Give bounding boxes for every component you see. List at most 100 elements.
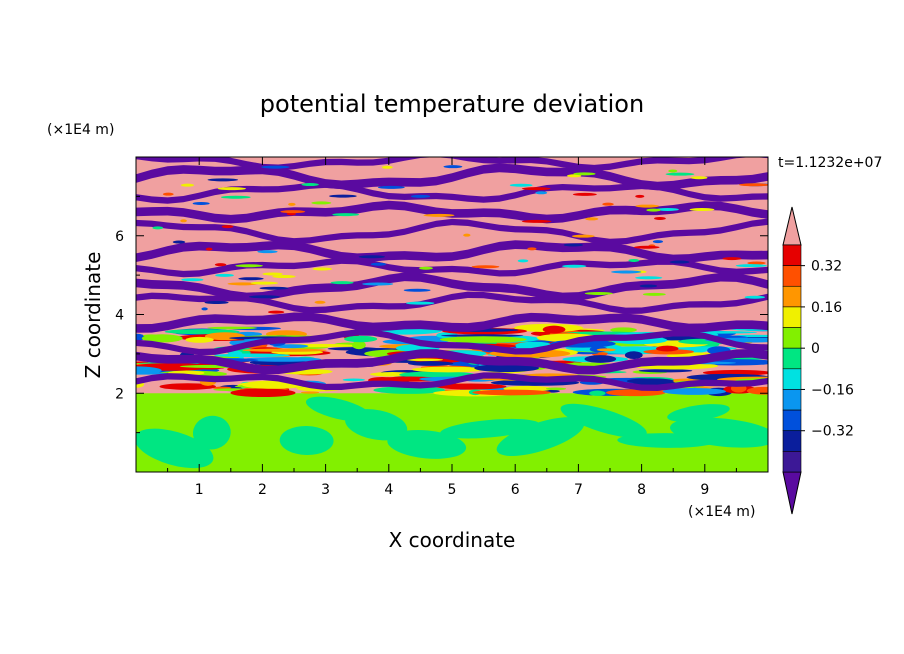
field-edge [259,286,289,290]
colorbar-tick-label: −0.16 [811,382,854,398]
field-blob [667,404,730,422]
field-edge [738,183,768,187]
field-edge [301,183,319,187]
x-unit-label: (×1E4 m) [688,504,755,520]
field-mix [474,364,539,373]
colorbar-extend-max [782,206,802,246]
field-edge [735,264,768,268]
colorbar-tick-label: 0.16 [811,300,842,316]
field-edge [642,292,666,296]
field-stripe [136,291,768,314]
field-edge [358,255,386,259]
field-mix [185,336,214,343]
field-mix [643,349,695,355]
field-edge [280,210,306,214]
field-edge [602,202,614,206]
field-stripe [136,348,768,375]
field-edge [330,281,354,285]
field-edge [690,176,708,180]
field-edge [562,264,587,268]
field-edge [180,183,195,187]
field-mix [300,391,320,394]
field-edge [227,282,259,286]
field-stripe [136,181,768,204]
field-edge [527,247,537,251]
field-edge [332,213,360,217]
y-axis: 2 4 6 [115,195,768,434]
field-edge [272,275,296,279]
field-edge [665,172,695,176]
y-axis-label: Z coordinate [81,252,105,379]
field-blob [305,396,371,422]
field-edge [221,225,234,229]
field-edge [521,187,551,191]
field-edge [403,288,431,292]
x-tick-label: 1 [195,482,204,498]
field-edge [220,195,251,199]
field-mix [207,326,258,330]
field-mix [610,327,637,333]
colorbar: 0.32 0.16 0 −0.16 −0.32 [782,206,854,515]
field-mix [638,369,693,373]
field-stripe [136,157,768,172]
field-stripe [136,163,768,191]
field-edge [215,273,234,277]
x-tick-label: 3 [321,482,330,498]
field-edge [635,276,663,280]
field-edge [443,165,463,169]
field-edge [463,233,471,237]
field-blob [496,417,585,457]
field-edge [268,310,285,314]
field-edge [152,226,164,230]
x-axis: 1 2 3 4 5 6 7 8 9 [167,157,737,498]
field-edge [423,213,455,217]
field-edge [639,284,658,288]
field-edge [181,278,204,282]
field-edge [747,261,766,265]
field-mix [373,386,446,394]
field-edge [744,295,765,299]
field-mix [242,348,327,352]
field-edge [669,260,690,264]
field-edge [201,307,208,311]
field-edge [235,264,263,268]
colorbar-extend-min [782,471,802,515]
field-blob [560,403,647,438]
field-edge [656,207,679,211]
colorbar-box [782,306,802,328]
colorbar-tick-label: 0.32 [811,259,842,275]
field-mix [159,383,216,390]
field-edge [722,257,742,261]
field-stripe [136,240,768,264]
x-tick-label: 4 [384,482,393,498]
field-edge [312,267,332,271]
field-mix [589,390,606,396]
field-edge [410,194,431,198]
field-mix [411,366,486,373]
field-edge [517,259,529,263]
colorbar-box [782,451,802,473]
field-mix [342,378,365,382]
x-axis-label: X coordinate [389,528,516,552]
field-mix [542,325,566,334]
colorbar-tick-label: 0 [811,341,820,357]
field-edge [172,240,186,244]
field-edge [628,258,640,262]
field-mix [626,378,674,384]
colorbar-box [782,389,802,411]
field-edge [509,183,533,187]
field-edge [238,277,264,281]
colorbar-box [782,430,802,452]
field-stripe [136,257,768,278]
field-edge [214,263,227,267]
colorbar-tick-label: −0.32 [811,424,854,440]
field-edge [405,301,435,305]
field-mix [406,358,444,362]
field-edge [635,204,660,208]
field-mix [439,336,527,343]
field-edge [262,272,283,276]
field-mix [230,388,296,398]
field-edge [329,194,357,198]
field-mix [584,355,617,363]
